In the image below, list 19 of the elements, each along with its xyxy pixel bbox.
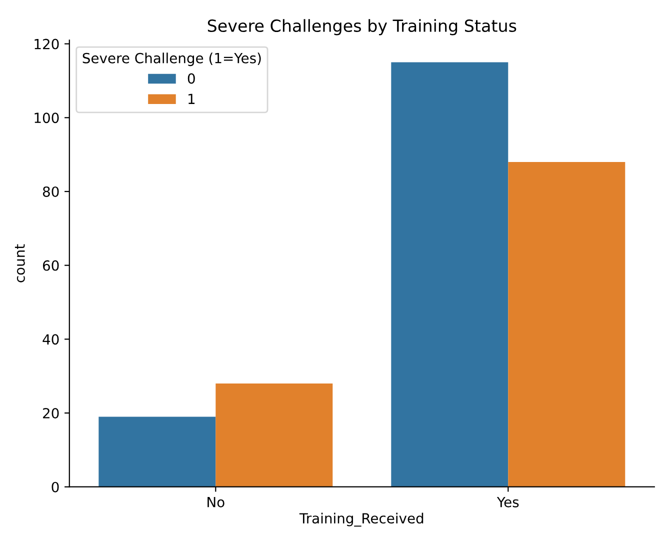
legend-title: Severe Challenge (1=Yes): [82, 52, 261, 66]
x-tick-label: No: [208, 497, 224, 508]
y-axis-title: count: [14, 244, 25, 282]
y-tick-label: 20: [43, 408, 59, 418]
bar: [216, 383, 333, 487]
x-axis-title: Training_Received: [299, 512, 424, 527]
y-tick-label: 60: [42, 260, 59, 271]
y-tick-label: 0: [52, 482, 59, 492]
chart-title: Severe Challenges by Training Status: [208, 19, 516, 36]
bar: [391, 62, 508, 487]
bar: [508, 162, 626, 487]
y-tick-label: 100: [34, 112, 59, 124]
x-tick-label: Yes: [496, 497, 519, 508]
legend-label: 1: [188, 94, 195, 104]
y-tick-label: 40: [42, 334, 59, 345]
bar: [98, 416, 216, 487]
y-tick-label: 80: [42, 186, 59, 197]
y-tick-label: 120: [34, 38, 59, 50]
legend-label: 0: [188, 73, 195, 84]
